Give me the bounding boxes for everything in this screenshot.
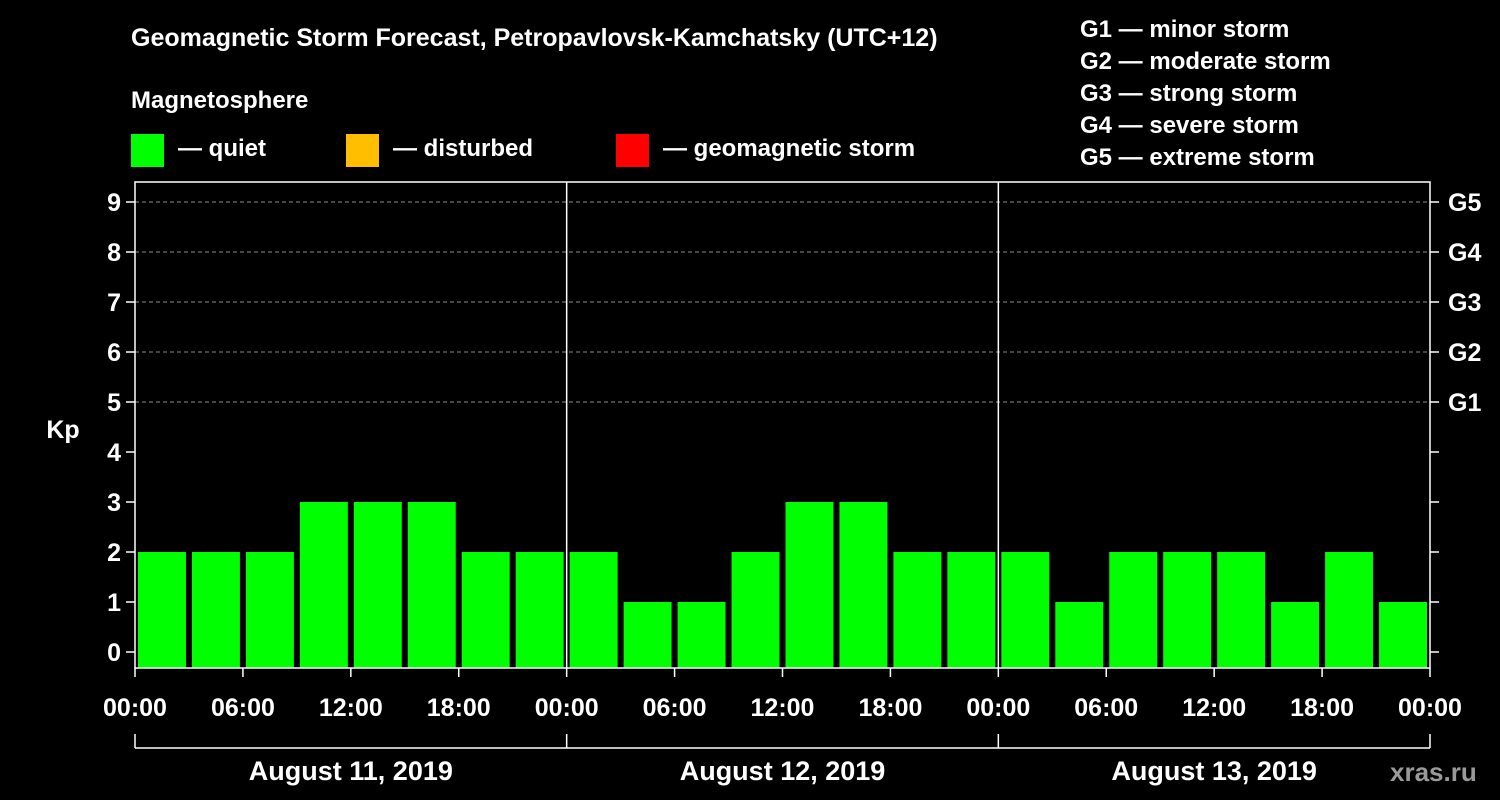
right-axis-label-g3: G3 xyxy=(1448,289,1481,317)
y-tick-label-8: 8 xyxy=(107,239,121,267)
kp-bar-day3-6 xyxy=(1271,602,1320,668)
legend-swatch-quiet xyxy=(131,134,164,167)
kp-bar-day1-8 xyxy=(515,552,564,668)
watermark: xras.ru xyxy=(1390,757,1477,787)
day-label-2: August 12, 2019 xyxy=(680,756,886,786)
legend-label-storm: — geomagnetic storm xyxy=(663,135,916,162)
kp-bar-day3-7 xyxy=(1325,552,1374,668)
kp-bar-day1-4 xyxy=(299,502,348,668)
storm-level-g4: G4 — severe storm xyxy=(1080,112,1299,139)
storm-level-g3: G3 — strong storm xyxy=(1080,80,1298,107)
y-tick-label-2: 2 xyxy=(107,539,121,567)
kp-bar-day2-1 xyxy=(569,552,618,668)
kp-bar-day1-5 xyxy=(353,502,402,668)
legend-swatch-disturbed xyxy=(346,134,379,167)
kp-bar-day2-7 xyxy=(893,552,942,668)
kp-bar-day2-2 xyxy=(623,602,672,668)
legend-title: Magnetosphere xyxy=(131,87,309,114)
right-axis-label-g4: G4 xyxy=(1448,239,1481,267)
kp-bar-day3-5 xyxy=(1217,552,1266,668)
kp-bar-day2-5 xyxy=(785,502,834,668)
y-axis-label: Kp xyxy=(46,416,79,444)
y-tick-label-9: 9 xyxy=(107,189,121,217)
kp-bar-day3-1 xyxy=(1001,552,1050,668)
legend-label-quiet: — quiet xyxy=(178,135,266,162)
y-tick-label-7: 7 xyxy=(107,289,121,317)
x-tick-label-9: 06:00 xyxy=(1074,694,1138,722)
kp-bar-day2-3 xyxy=(677,602,726,668)
kp-bar-day3-4 xyxy=(1163,552,1212,668)
day-label-1: August 11, 2019 xyxy=(249,756,453,786)
right-axis-label-g2: G2 xyxy=(1448,339,1481,367)
legend-swatch-storm xyxy=(616,134,649,167)
kp-bar-day3-8 xyxy=(1379,602,1427,668)
kp-bar-day1-1 xyxy=(138,552,186,668)
kp-bar-day1-7 xyxy=(461,552,510,668)
x-tick-label-11: 18:00 xyxy=(1290,694,1354,722)
storm-level-g2: G2 — moderate storm xyxy=(1080,48,1331,75)
chart-title: Geomagnetic Storm Forecast, Petropavlovs… xyxy=(131,24,938,52)
right-axis-label-g1: G1 xyxy=(1448,389,1481,417)
kp-bar-day2-8 xyxy=(947,552,996,668)
x-tick-label-8: 00:00 xyxy=(966,694,1030,722)
y-tick-label-6: 6 xyxy=(107,339,121,367)
x-tick-label-4: 00:00 xyxy=(535,694,599,722)
kp-bar-day1-2 xyxy=(191,552,240,668)
storm-level-g1: G1 — minor storm xyxy=(1080,16,1290,43)
x-tick-label-12: 00:00 xyxy=(1398,694,1462,722)
x-tick-label-1: 06:00 xyxy=(211,694,275,722)
y-tick-label-3: 3 xyxy=(107,489,121,517)
kp-bar-day2-6 xyxy=(839,502,888,668)
kp-bar-day3-3 xyxy=(1109,552,1158,668)
x-tick-label-2: 12:00 xyxy=(319,694,383,722)
kp-bar-day3-2 xyxy=(1055,602,1104,668)
x-tick-label-3: 18:00 xyxy=(427,694,491,722)
y-tick-label-4: 4 xyxy=(107,439,121,467)
storm-level-g5: G5 — extreme storm xyxy=(1080,144,1315,171)
x-tick-label-6: 12:00 xyxy=(751,694,815,722)
x-tick-label-5: 06:00 xyxy=(643,694,707,722)
kp-bar-day1-3 xyxy=(245,552,294,668)
day-label-3: August 13, 2019 xyxy=(1111,756,1317,786)
legend-label-disturbed: — disturbed xyxy=(393,135,534,162)
y-tick-label-0: 0 xyxy=(107,639,121,667)
y-tick-label-5: 5 xyxy=(107,389,121,417)
x-tick-label-0: 00:00 xyxy=(103,694,167,722)
storm-level-list: G1 — minor storm G2 — moderate storm G3 … xyxy=(1080,14,1331,174)
x-tick-label-10: 12:00 xyxy=(1182,694,1246,722)
kp-bar-day2-4 xyxy=(731,552,780,668)
x-tick-label-7: 18:00 xyxy=(858,694,922,722)
right-axis-label-g5: G5 xyxy=(1448,189,1481,217)
y-tick-label-1: 1 xyxy=(107,589,121,617)
kp-bar-day1-6 xyxy=(407,502,456,668)
